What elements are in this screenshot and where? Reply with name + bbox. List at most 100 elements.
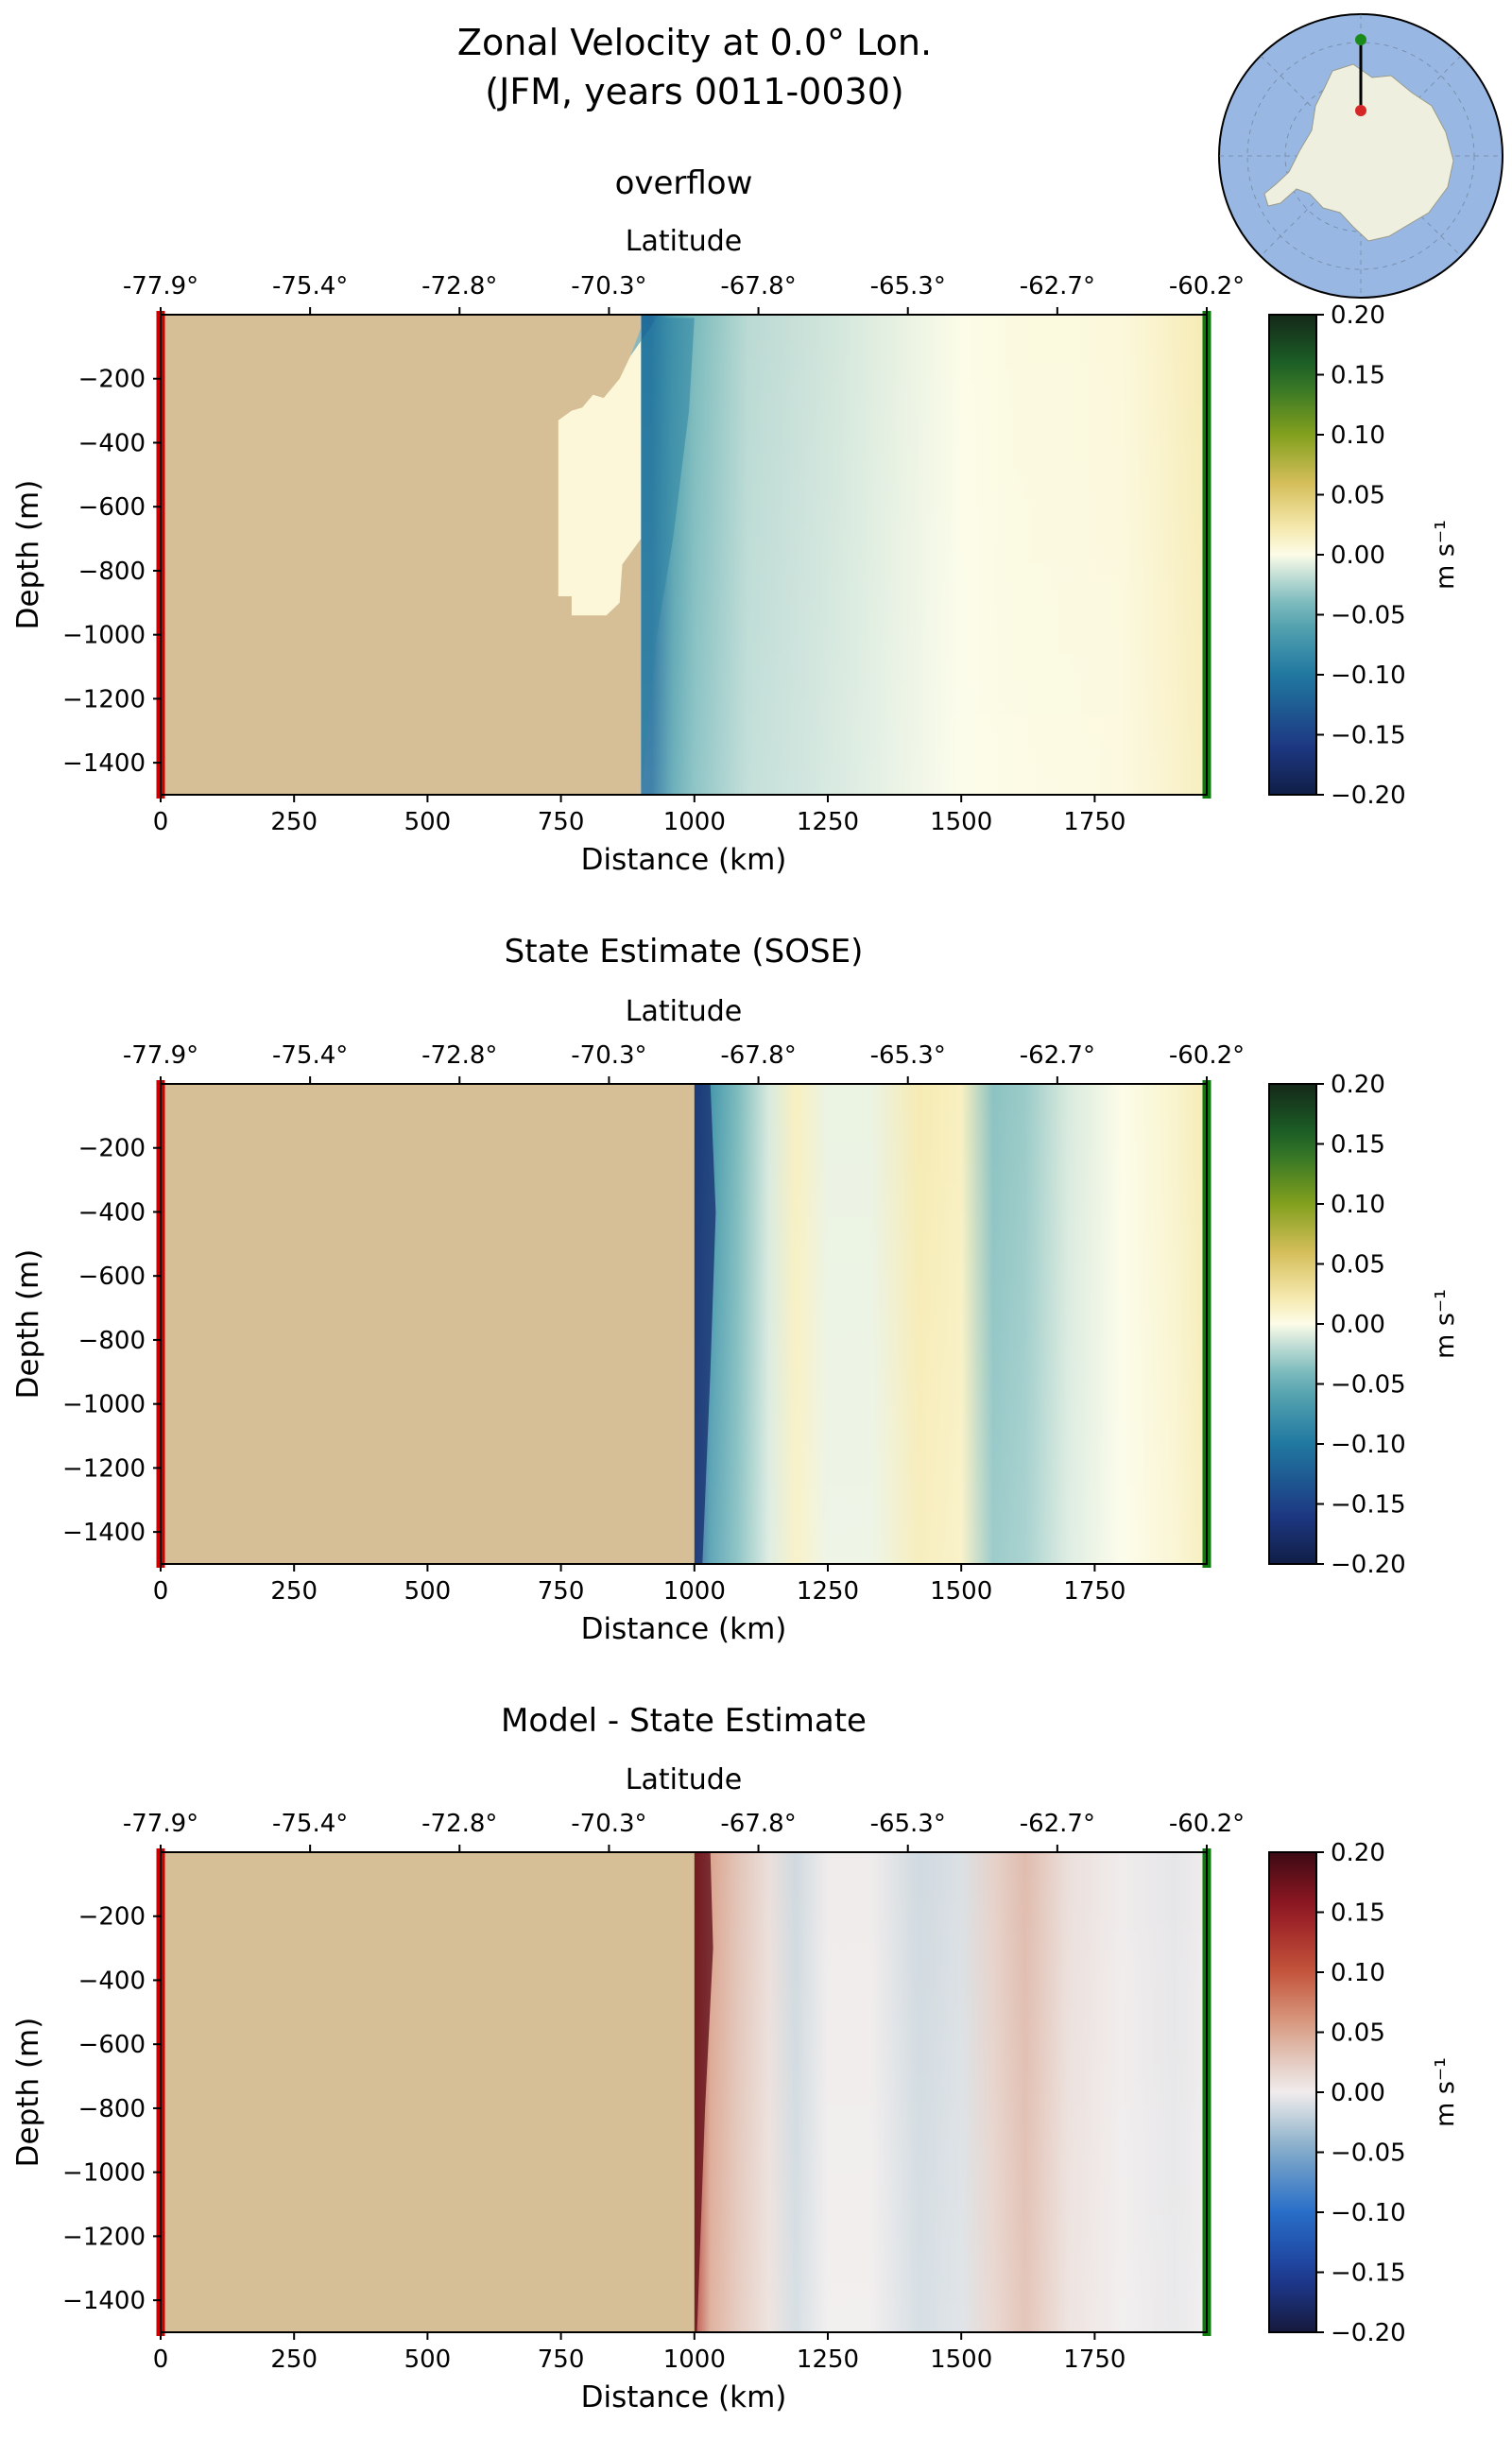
y-axis-label: Depth (m) [11,1249,45,1400]
top-tick-label: -60.2° [1169,1810,1245,1838]
top-tick-label: -75.4° [272,1041,348,1070]
top-tick-label: -77.9° [123,1041,198,1070]
x-tick-label: 750 [538,2345,585,2374]
x-tick-label: 250 [270,2345,318,2374]
x-tick-label: 0 [153,808,169,836]
antarctica-landmass [1263,63,1454,242]
top-tick-label: -77.9° [123,272,198,301]
y-tick-label: −600 [78,2031,146,2059]
colorbar-tick-label: −0.10 [1331,662,1406,690]
section-start-marker [1355,105,1366,116]
top-axis-label: Latitude [626,225,742,258]
axes-frame [160,314,1208,796]
x-tick-label: 250 [270,808,318,836]
top-tick-label: -67.8° [720,1041,796,1070]
x-tick-label: 1250 [797,1577,859,1606]
colorbar-tick-label: −0.05 [1331,602,1406,630]
top-tick-label: -65.3° [870,1810,946,1838]
panel-title: overflow [615,164,753,202]
colorbar-tick-label: 0.15 [1331,362,1385,390]
coastal-jet [630,318,695,795]
x-tick-label: 250 [270,1577,318,1606]
x-axis-label: Distance (km) [581,1612,787,1646]
y-tick-label: −200 [78,1903,146,1932]
x-tick-label: 1500 [930,808,992,836]
colorbar-tick-label: 0.00 [1331,2079,1385,2107]
colorbar-tick-label: −0.15 [1331,722,1406,750]
y-tick-label: −1200 [62,685,146,713]
panel-1: overflow Latitude 0 250 500 750 1000 1250 1500 17… [11,164,1460,877]
top-axis-label: Latitude [626,995,742,1028]
panel-title: Model - State Estimate [501,1702,867,1740]
colorbar-tick-label: 0.20 [1331,1839,1385,1867]
x-tick-label: 500 [404,808,452,836]
y-axis-label: Depth (m) [11,2018,45,2168]
y-tick-label: −800 [78,2095,146,2123]
colorbar-ramp [1268,314,1317,796]
x-tick-label: 1000 [663,808,726,836]
colorbar: 0.20 0.15 0.10 0.05 0.00 −0.05 −0.10 −0.15 −0.20… [1268,301,1460,810]
y-tick-label: −200 [78,366,146,394]
colorbar: 0.20 0.15 0.10 0.05 0.00 −0.05 −0.10 −0.15 −0.20… [1268,1839,1460,2347]
axes-frame [160,1083,1208,1565]
y-tick-label: −1000 [62,2159,146,2188]
top-tick-label: -72.8° [421,272,497,301]
y-tick-label: −400 [78,429,146,457]
y-tick-label: −400 [78,1967,146,1995]
top-tick-label: -72.8° [421,1810,497,1838]
figure-title-line1: Zonal Velocity at 0.0° Lon. [457,22,932,63]
colorbar-tick-label: −0.10 [1331,2199,1406,2227]
x-tick-label: 750 [538,808,585,836]
colorbar-tick-label: 0.10 [1331,421,1385,450]
top-tick-label: -62.7° [1020,1041,1095,1070]
y-tick-label: −600 [78,493,146,522]
colorbar-tick-label: 0.10 [1331,1191,1385,1219]
top-tick-label: -67.8° [720,272,796,301]
y-tick-label: −600 [78,1263,146,1291]
top-tick-label: -75.4° [272,272,348,301]
coastal-jet [694,1084,716,1564]
figure-title-line2: (JFM, years 0011-0030) [485,71,903,112]
colorbar-tick-label: 0.05 [1331,2019,1385,2048]
top-tick-label: -70.3° [571,272,646,301]
y-tick-label: −1200 [62,2223,146,2251]
colorbar-label: m s⁻¹ [1431,1289,1460,1359]
top-tick-label: -65.3° [870,272,946,301]
colorbar-tick-label: 0.00 [1331,541,1385,570]
top-axis-label: Latitude [626,1763,742,1796]
top-tick-label: -60.2° [1169,1041,1245,1070]
section-end-marker [1355,34,1366,45]
colorbar-tick-label: 0.15 [1331,1131,1385,1160]
top-tick-label: -70.3° [571,1810,646,1838]
depth-shading [641,315,1207,795]
depth-shading [694,1852,1207,2332]
y-tick-label: −1000 [62,1391,146,1419]
land-mask [161,1852,695,2332]
coastal-jet [694,1852,713,2332]
x-tick-label: 1500 [930,2345,992,2374]
depth-shading [694,1084,1207,1564]
top-tick-label: -75.4° [272,1810,348,1838]
colorbar-tick-label: 0.05 [1331,1251,1385,1280]
colorbar-tick-label: −0.15 [1331,2259,1406,2288]
colorbar-tick-label: 0.20 [1331,1071,1385,1099]
colorbar-tick-label: −0.15 [1331,1491,1406,1520]
colorbar-tick-label: −0.05 [1331,1371,1406,1400]
y-tick-label: −1400 [62,749,146,778]
y-tick-label: −1400 [62,1519,146,1547]
top-tick-label: -70.3° [571,1041,646,1070]
top-tick-label: -67.8° [720,1810,796,1838]
y-axis-label: Depth (m) [11,480,45,630]
colorbar-label: m s⁻¹ [1431,2057,1460,2127]
y-tick-label: −1400 [62,2287,146,2315]
top-tick-label: -65.3° [870,1041,946,1070]
panel-3: Model - State Estimate Latitude 0 250 500 750… [11,1702,1460,2414]
inset-map [1218,13,1503,299]
top-tick-label: -62.7° [1020,272,1095,301]
colorbar-ramp [1268,1851,1317,2333]
x-tick-label: 1750 [1063,1577,1125,1606]
y-tick-label: −800 [78,1327,146,1355]
x-axis-label: Distance (km) [581,2380,787,2414]
colorbar-tick-label: 0.05 [1331,482,1385,510]
